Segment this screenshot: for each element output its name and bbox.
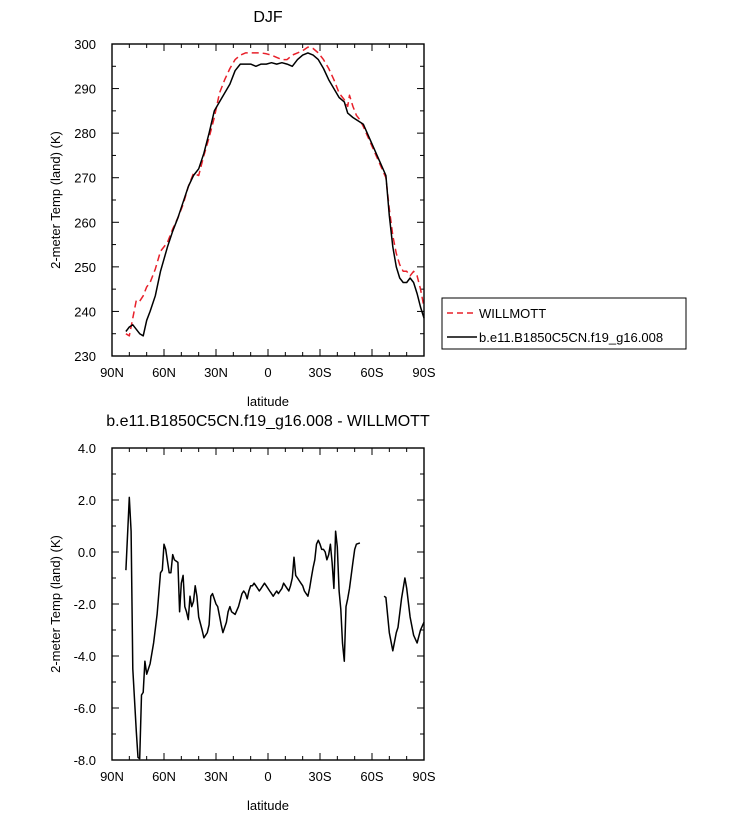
bottom-plot-frame (111, 447, 425, 761)
bottom-y-tick-labels: -8.0 -6.0 -4.0 -2.0 0.0 2.0 4.0 (74, 441, 96, 768)
series-line (125, 52, 425, 337)
series-line (125, 496, 361, 760)
bottom-chart-title: b.e11.B1850C5CN.f19_g16.008 - WILLMOTT (106, 413, 430, 430)
legend-label-model: b.e11.B1850C5CN.f19_g16.008 (479, 330, 663, 345)
y-tick-label: 230 (74, 349, 96, 364)
y-tick-label: 290 (74, 82, 96, 97)
x-tick-label: 30S (308, 365, 331, 380)
top-x-tick-labels: 90N 60N 30N 0 30S 60S 90S (100, 365, 436, 380)
y-tick-label: -8.0 (74, 753, 96, 768)
top-y-tick-labels: 230 240 250 260 270 280 290 300 (74, 37, 96, 364)
series-line (125, 46, 425, 337)
x-tick-label: 0 (264, 769, 271, 784)
y-tick-label: -4.0 (74, 649, 96, 664)
y-tick-label: -6.0 (74, 701, 96, 716)
x-tick-label: 0 (264, 365, 271, 380)
y-tick-label: 260 (74, 215, 96, 230)
y-tick-label: 270 (74, 171, 96, 186)
legend: WILLMOTT b.e11.B1850C5CN.f19_g16.008 (441, 297, 687, 350)
y-tick-label: 280 (74, 126, 96, 141)
series-line (383, 577, 425, 652)
legend-box (441, 297, 687, 350)
x-tick-label: 30N (204, 769, 228, 784)
y-tick-label: -2.0 (74, 597, 96, 612)
difference-panel: b.e11.B1850C5CN.f19_g16.008 - WILLMOTT 9… (48, 413, 436, 813)
top-chart-title: DJF (253, 9, 283, 26)
top-x-axis-label: latitude (247, 394, 289, 409)
y-tick-label: 300 (74, 37, 96, 52)
top-y-axis-label: 2-meter Temp (land) (K) (48, 131, 63, 269)
x-tick-label: 90N (100, 365, 124, 380)
x-tick-label: 90S (412, 769, 435, 784)
bottom-x-tick-labels: 90N 60N 30N 0 30S 60S 90S (100, 769, 436, 784)
x-tick-label: 90N (100, 769, 124, 784)
y-tick-label: 4.0 (78, 441, 96, 456)
bottom-x-axis-label: latitude (247, 798, 289, 813)
y-tick-label: 250 (74, 260, 96, 275)
bottom-y-axis-label: 2-meter Temp (land) (K) (48, 535, 63, 673)
x-tick-label: 60S (360, 365, 383, 380)
x-tick-label: 60N (152, 769, 176, 784)
top-tick-marks (111, 43, 425, 357)
legend-label-willmott: WILLMOTT (479, 306, 546, 321)
x-tick-label: 60S (360, 769, 383, 784)
y-tick-label: 2.0 (78, 493, 96, 508)
bottom-tick-marks (111, 447, 425, 761)
temperature-panel: DJF 90N 60N 30N 0 30S 60S 90S 2302402502602702… (48, 9, 687, 409)
y-tick-label: 0.0 (78, 545, 96, 560)
y-tick-label: 240 (74, 304, 96, 319)
top-plot-frame (111, 43, 425, 357)
x-tick-label: 60N (152, 365, 176, 380)
x-tick-label: 90S (412, 365, 435, 380)
bottom-series (125, 496, 425, 760)
top-series (125, 46, 425, 337)
x-tick-label: 30N (204, 365, 228, 380)
x-tick-label: 30S (308, 769, 331, 784)
